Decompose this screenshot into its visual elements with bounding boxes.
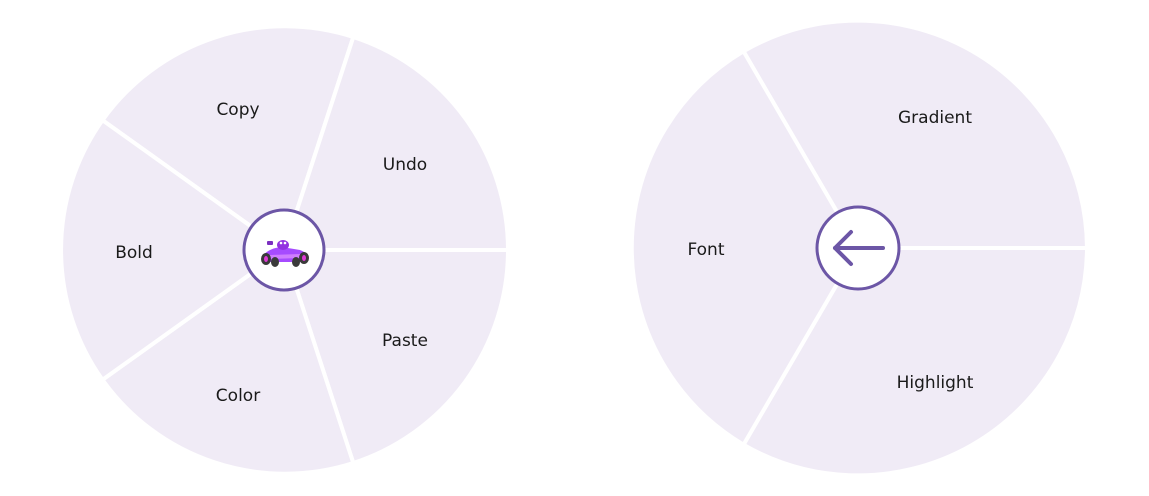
main-radial-menu: Copy Undo Paste Color Bold (59, 24, 511, 476)
menu-item-gradient[interactable] (740, 18, 1090, 250)
menu-item-color[interactable] (99, 246, 356, 476)
race-car-icon (261, 240, 309, 267)
menu-item-copy[interactable] (99, 24, 356, 254)
menu-item-paste[interactable] (281, 248, 511, 466)
hub-button[interactable] (242, 208, 326, 292)
menu-item-undo[interactable] (281, 34, 511, 252)
back-arrow-icon (833, 230, 885, 266)
menu-item-highlight[interactable] (740, 246, 1090, 478)
menu-item-bold[interactable] (59, 117, 288, 383)
back-button[interactable] (815, 205, 901, 291)
menu-item-font[interactable] (629, 48, 861, 448)
color-radial-submenu: Gradient Highlight Font (629, 18, 1090, 478)
